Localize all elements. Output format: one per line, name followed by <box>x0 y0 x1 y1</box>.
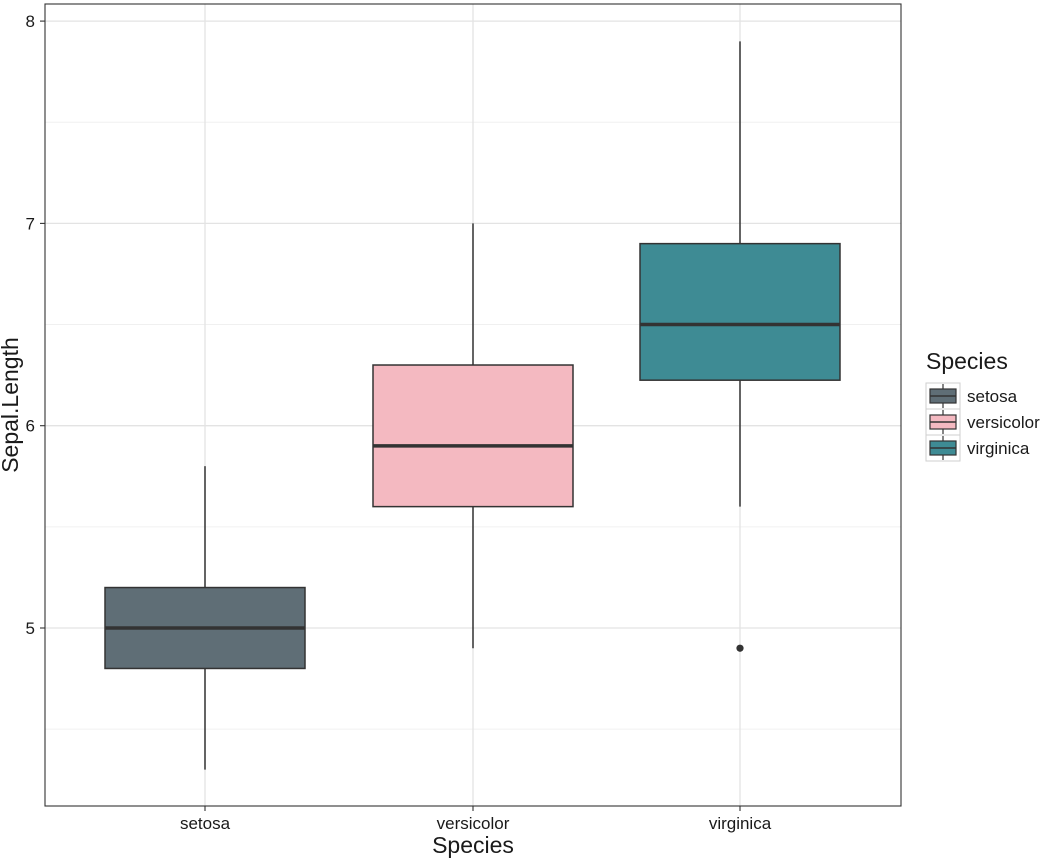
x-tick-label: setosa <box>180 814 231 833</box>
y-axis-title: Sepal.Length <box>0 337 23 473</box>
legend-label: versicolor <box>967 413 1040 432</box>
y-tick-label: 7 <box>26 214 35 233</box>
boxes <box>104 41 841 770</box>
y-tick-label: 8 <box>26 12 35 31</box>
y-tick-label: 6 <box>26 417 35 436</box>
legend-item-virginica: virginica <box>925 434 1030 462</box>
legend-item-versicolor: versicolor <box>925 408 1040 436</box>
box-virginica <box>639 41 841 652</box>
box-setosa <box>104 466 306 770</box>
legend-item-setosa: setosa <box>925 382 1018 410</box>
x-tick-label: virginica <box>709 814 772 833</box>
box-iqr <box>639 242 841 381</box>
y-axis: 5 6 7 8 <box>26 12 45 638</box>
box-iqr <box>372 364 574 508</box>
outlier-point <box>736 644 744 652</box>
x-tick-label: versicolor <box>437 814 510 833</box>
legend-title: Species <box>926 348 1008 374</box>
legend-label: setosa <box>967 387 1018 406</box>
x-axis: setosa versicolor virginica <box>180 806 772 833</box>
y-tick-label: 5 <box>26 619 35 638</box>
legend: Species setosa versicolor virginica <box>925 348 1040 462</box>
legend-label: virginica <box>967 439 1030 458</box>
x-axis-title: Species <box>432 832 514 858</box>
box-versicolor <box>372 223 574 649</box>
